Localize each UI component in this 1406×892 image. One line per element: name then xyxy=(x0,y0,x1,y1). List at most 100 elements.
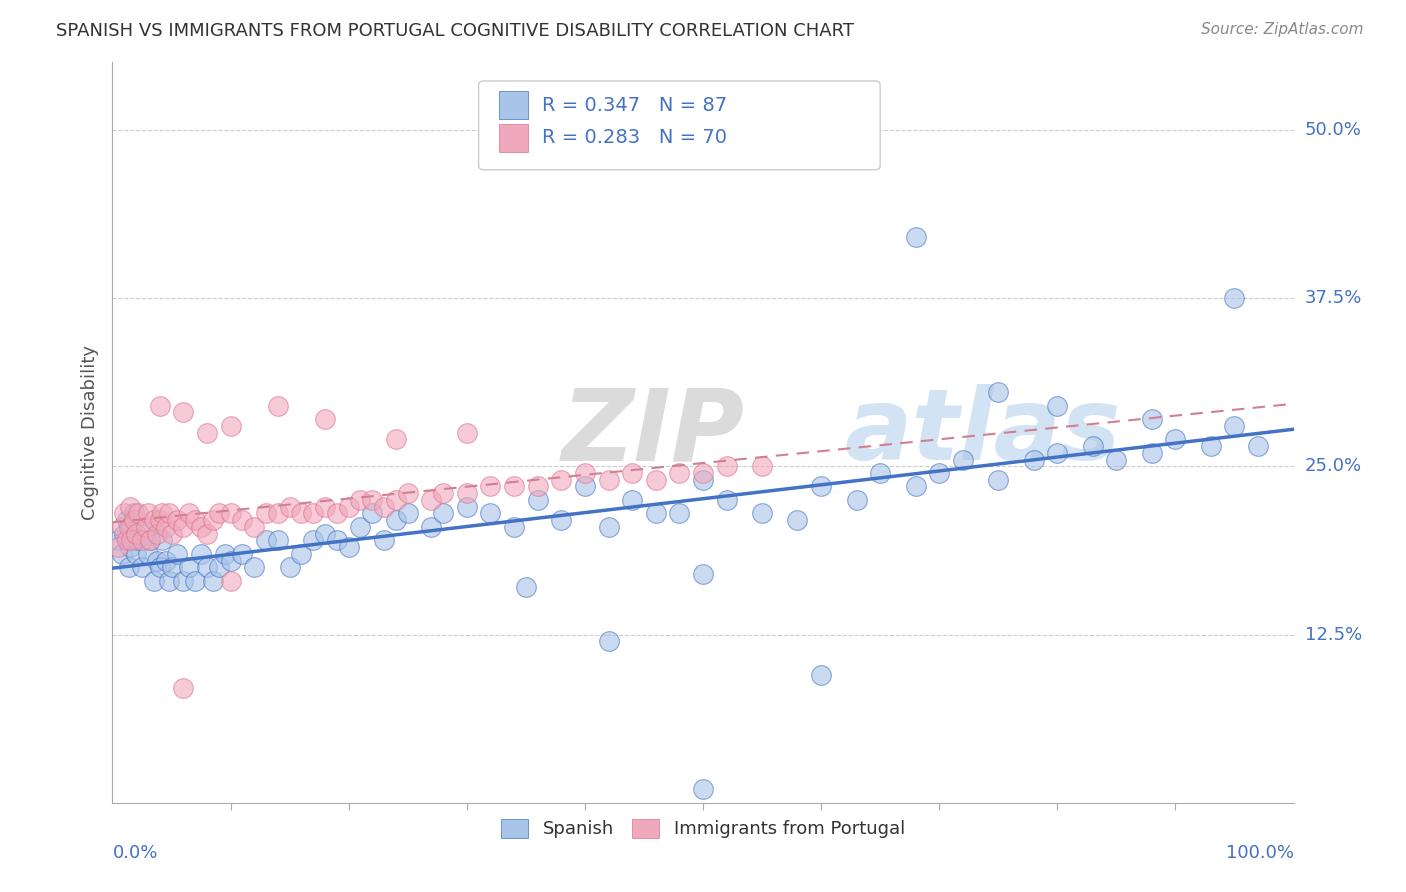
Point xyxy=(115,533,138,548)
Point xyxy=(904,230,927,244)
Point xyxy=(122,513,145,527)
Point xyxy=(479,479,502,493)
Point xyxy=(574,479,596,493)
Point xyxy=(420,492,443,507)
Point xyxy=(157,574,180,588)
Point xyxy=(869,466,891,480)
Point xyxy=(172,681,194,696)
Point xyxy=(149,513,172,527)
Point xyxy=(136,507,159,521)
Point xyxy=(456,425,478,440)
Point xyxy=(314,412,336,426)
Point xyxy=(716,492,738,507)
Point xyxy=(166,547,188,561)
Point xyxy=(361,507,384,521)
Point xyxy=(326,507,349,521)
Point xyxy=(111,547,134,561)
Point xyxy=(668,466,690,480)
Point xyxy=(172,405,194,419)
Point xyxy=(1105,452,1128,467)
Point xyxy=(201,574,224,588)
Point xyxy=(810,479,832,493)
Point xyxy=(326,533,349,548)
Point xyxy=(456,500,478,514)
Point xyxy=(1223,291,1246,305)
Point xyxy=(668,507,690,521)
Point xyxy=(112,526,135,541)
Point xyxy=(349,492,371,507)
Point xyxy=(337,540,360,554)
Point xyxy=(125,526,148,541)
Point xyxy=(1199,439,1222,453)
Point xyxy=(150,533,173,548)
Point xyxy=(254,507,277,521)
Point xyxy=(385,433,408,447)
Point xyxy=(179,560,201,574)
Point xyxy=(231,513,253,527)
Point xyxy=(479,507,502,521)
Point xyxy=(160,526,183,541)
Point xyxy=(786,513,808,527)
Point xyxy=(219,553,242,567)
Point xyxy=(598,520,620,534)
Point xyxy=(172,520,194,534)
Point xyxy=(385,513,408,527)
Point xyxy=(716,459,738,474)
Point xyxy=(574,466,596,480)
Point xyxy=(172,574,194,588)
Point xyxy=(1046,399,1069,413)
Point xyxy=(349,520,371,534)
Point xyxy=(120,540,142,554)
Point xyxy=(598,634,620,648)
Point xyxy=(201,513,224,527)
FancyBboxPatch shape xyxy=(499,91,529,120)
Point xyxy=(515,581,537,595)
Point xyxy=(432,507,454,521)
Text: ZIP: ZIP xyxy=(561,384,744,481)
Point xyxy=(208,507,231,521)
Point xyxy=(314,500,336,514)
Point xyxy=(278,560,301,574)
Text: R = 0.347   N = 87: R = 0.347 N = 87 xyxy=(543,95,727,115)
Point xyxy=(644,507,666,521)
Point xyxy=(149,399,172,413)
Point xyxy=(111,520,134,534)
Point xyxy=(644,473,666,487)
Point xyxy=(190,547,212,561)
Text: R = 0.283   N = 70: R = 0.283 N = 70 xyxy=(543,128,727,147)
Point xyxy=(432,486,454,500)
Point xyxy=(142,574,165,588)
Point xyxy=(195,526,218,541)
Point xyxy=(1140,412,1163,426)
Point xyxy=(231,547,253,561)
Point xyxy=(131,560,153,574)
Point xyxy=(184,513,207,527)
Point xyxy=(136,547,159,561)
Point xyxy=(219,418,242,433)
Point xyxy=(179,507,201,521)
Text: 25.0%: 25.0% xyxy=(1305,458,1362,475)
Point xyxy=(1247,439,1270,453)
Point xyxy=(120,533,142,548)
Point xyxy=(127,507,149,521)
Text: atlas: atlas xyxy=(845,384,1121,481)
Point xyxy=(112,507,135,521)
Point xyxy=(214,547,236,561)
Point xyxy=(149,560,172,574)
Point xyxy=(987,473,1010,487)
Point xyxy=(142,513,165,527)
Point xyxy=(361,492,384,507)
Point xyxy=(118,520,141,534)
Text: 12.5%: 12.5% xyxy=(1305,625,1362,643)
Point xyxy=(692,466,714,480)
Point xyxy=(166,513,188,527)
Point xyxy=(190,520,212,534)
Point xyxy=(373,533,395,548)
Point xyxy=(267,507,290,521)
Point xyxy=(314,526,336,541)
Point xyxy=(904,479,927,493)
Point xyxy=(160,560,183,574)
Text: 50.0%: 50.0% xyxy=(1305,120,1361,139)
Point xyxy=(420,520,443,534)
Point xyxy=(550,473,572,487)
